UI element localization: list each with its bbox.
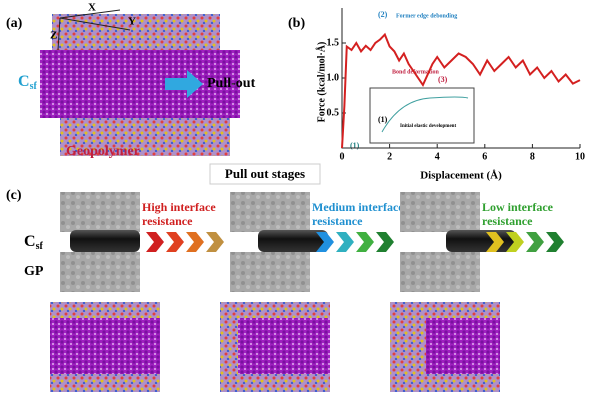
- inset-number: (1): [378, 115, 388, 124]
- chevron: [206, 232, 224, 252]
- md-csf: [50, 318, 160, 374]
- stage-label: Medium interface: [312, 200, 404, 214]
- panel-a: (a) X Y Z Csf Pull-out Geopolymer: [6, 2, 256, 160]
- md-csf: [426, 318, 500, 374]
- csf-sub: sf: [30, 81, 38, 92]
- y-axis-label: Force (kcal/mol·Å): [315, 42, 327, 123]
- panel-label: (c): [6, 188, 22, 203]
- panel-c: (c) Pull out stages Csf GP High interfac…: [6, 163, 564, 392]
- gp-label: GP: [24, 264, 44, 279]
- panel-label: (b): [288, 16, 305, 31]
- panel-label: (a): [6, 16, 23, 31]
- annotation: Former edge debonding: [396, 13, 457, 19]
- x-tick-label: 2: [387, 151, 392, 162]
- annotation: (2): [378, 10, 388, 19]
- axes-glyph: [57, 9, 131, 51]
- annotation: (3): [438, 75, 448, 84]
- pull-out-label: Pull-out: [207, 76, 256, 91]
- csf-layer: [40, 50, 240, 118]
- annotation: Bond deformation: [392, 69, 440, 75]
- csf-label: Csf: [18, 73, 37, 93]
- csf-cylinder: [258, 230, 328, 252]
- chevron: [376, 232, 394, 252]
- stage-label: resistance: [482, 214, 533, 228]
- x-tick-label: 8: [530, 151, 535, 162]
- chevron: [486, 232, 504, 252]
- x-tick-label: 0: [340, 151, 345, 162]
- chevron: [166, 232, 184, 252]
- gp-block: [60, 192, 140, 232]
- stage-label: resistance: [142, 214, 193, 228]
- gp-block: [60, 252, 140, 292]
- x-tick-label: 10: [575, 151, 585, 162]
- annotation: (1): [350, 141, 360, 150]
- chevron: [186, 232, 204, 252]
- axis-label: Y: [128, 16, 136, 28]
- csf-main: C: [18, 73, 30, 90]
- y-tick-label: 1.0: [327, 72, 340, 83]
- csf-main: C: [24, 233, 36, 250]
- axis-label: X: [88, 2, 96, 14]
- y-tick-label: 0.5: [327, 107, 340, 118]
- chevron: [146, 232, 164, 252]
- csf-cylinder: [446, 230, 516, 252]
- chevron: [316, 232, 334, 252]
- csf-sub: sf: [36, 241, 44, 252]
- stages-title: Pull out stages: [225, 166, 305, 181]
- gp-block: [230, 252, 310, 292]
- md-csf: [238, 318, 330, 374]
- stage-label: resistance: [312, 214, 363, 228]
- gp-block: [400, 252, 480, 292]
- panel-b: (b) Force (kcal/mol·Å) Displacement (Å) …: [288, 8, 585, 182]
- stage-label: High interface: [142, 200, 216, 214]
- inset-curve: [381, 96, 469, 133]
- inset-text: Initial elastic development: [400, 124, 456, 129]
- geopolymer-top: [52, 14, 220, 50]
- chevron: [546, 232, 564, 252]
- csf-label: Csf: [24, 233, 43, 253]
- chevron: [336, 232, 354, 252]
- y-tick-label: 1.5: [327, 37, 340, 48]
- x-tick-label: 6: [482, 151, 487, 162]
- stage-label: Low interface: [482, 200, 554, 214]
- gp-block: [400, 192, 480, 232]
- axis-label: Z: [50, 30, 57, 42]
- force-line: [341, 32, 581, 149]
- pull-arrow: [165, 70, 203, 98]
- geopolymer-label: Geopolymer: [66, 144, 140, 159]
- chevron: [506, 232, 524, 252]
- gp-block: [230, 192, 310, 232]
- geopolymer-bottom: [60, 118, 230, 156]
- x-axis-label: Displacement (Å): [420, 170, 502, 182]
- chevron: [526, 232, 544, 252]
- title-box: [209, 163, 321, 185]
- csf-cylinder: [70, 230, 140, 252]
- x-tick-label: 4: [435, 151, 440, 162]
- chevron: [356, 232, 374, 252]
